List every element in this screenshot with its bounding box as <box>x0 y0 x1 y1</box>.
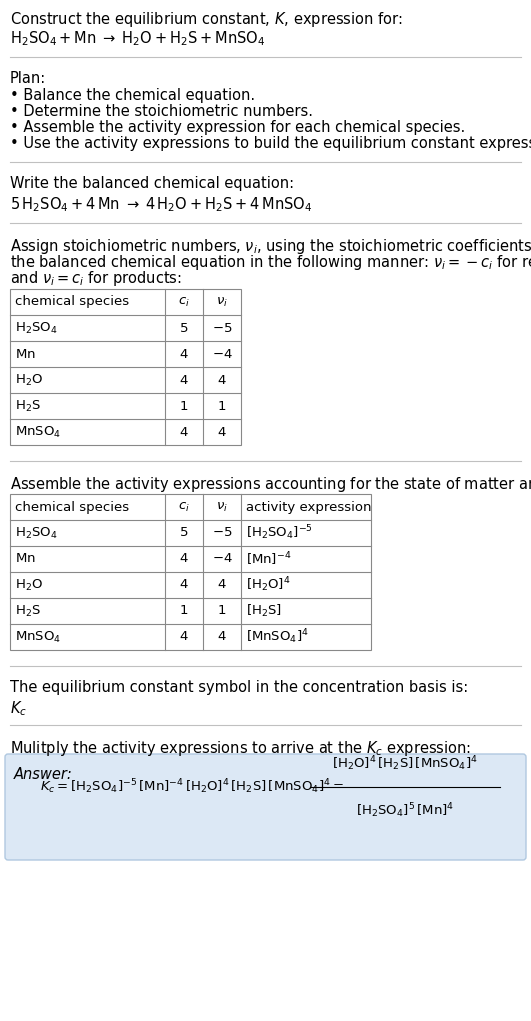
Text: $\mathrm{H_2S}$: $\mathrm{H_2S}$ <box>15 603 41 619</box>
Text: $K_c$: $K_c$ <box>10 699 27 718</box>
Text: $c_i$: $c_i$ <box>178 500 190 514</box>
Text: 4: 4 <box>218 579 226 591</box>
Text: 4: 4 <box>180 552 188 566</box>
Text: $\mathrm{H_2SO_4}$: $\mathrm{H_2SO_4}$ <box>15 526 58 540</box>
Text: $-4$: $-4$ <box>212 347 233 360</box>
Bar <box>10 494 371 650</box>
Text: $c_i$: $c_i$ <box>178 295 190 308</box>
FancyBboxPatch shape <box>5 753 526 860</box>
Text: chemical species: chemical species <box>15 295 129 308</box>
Text: Plan:: Plan: <box>10 71 46 86</box>
Text: Assemble the activity expressions accounting for the state of matter and $\nu_i$: Assemble the activity expressions accoun… <box>10 475 531 494</box>
Text: • Assemble the activity expression for each chemical species.: • Assemble the activity expression for e… <box>10 120 465 135</box>
Text: • Determine the stoichiometric numbers.: • Determine the stoichiometric numbers. <box>10 104 313 119</box>
Text: 4: 4 <box>180 426 188 438</box>
Text: 4: 4 <box>180 374 188 387</box>
Text: Assign stoichiometric numbers, $\nu_i$, using the stoichiometric coefficients, $: Assign stoichiometric numbers, $\nu_i$, … <box>10 237 531 256</box>
Text: $\nu_i$: $\nu_i$ <box>216 500 228 514</box>
Text: The equilibrium constant symbol in the concentration basis is:: The equilibrium constant symbol in the c… <box>10 680 468 695</box>
Text: • Use the activity expressions to build the equilibrium constant expression.: • Use the activity expressions to build … <box>10 136 531 151</box>
Text: $\mathrm{Mn}$: $\mathrm{Mn}$ <box>15 552 36 566</box>
Text: $5\,\mathrm{H_2SO_4} + 4\,\mathrm{Mn} \;\rightarrow\; 4\,\mathrm{H_2O} + \mathrm: $5\,\mathrm{H_2SO_4} + 4\,\mathrm{Mn} \;… <box>10 195 312 213</box>
Text: 5: 5 <box>180 322 189 335</box>
Text: Write the balanced chemical equation:: Write the balanced chemical equation: <box>10 176 294 191</box>
Text: $\mathrm{MnSO_4}$: $\mathrm{MnSO_4}$ <box>15 425 61 440</box>
Text: 1: 1 <box>218 604 226 618</box>
Text: 4: 4 <box>180 631 188 643</box>
Text: $-5$: $-5$ <box>212 527 232 539</box>
Text: $K_c = [\mathrm{H_2SO_4}]^{-5}\,[\mathrm{Mn}]^{-4}\,[\mathrm{H_2O}]^4\,[\mathrm{: $K_c = [\mathrm{H_2SO_4}]^{-5}\,[\mathrm… <box>40 778 344 796</box>
Text: Mulitply the activity expressions to arrive at the $K_c$ expression:: Mulitply the activity expressions to arr… <box>10 739 471 758</box>
Text: $[\mathrm{H_2SO_4}]^{-5}$: $[\mathrm{H_2SO_4}]^{-5}$ <box>246 524 313 542</box>
Text: $[\mathrm{H_2O}]^4\,[\mathrm{H_2S}]\,[\mathrm{MnSO_4}]^4$: $[\mathrm{H_2O}]^4\,[\mathrm{H_2S}]\,[\m… <box>332 755 478 773</box>
Text: and $\nu_i = c_i$ for products:: and $\nu_i = c_i$ for products: <box>10 269 182 288</box>
Text: 5: 5 <box>180 527 189 539</box>
Text: chemical species: chemical species <box>15 500 129 514</box>
Text: $[\mathrm{H_2O}]^4$: $[\mathrm{H_2O}]^4$ <box>246 576 290 594</box>
Text: 4: 4 <box>218 426 226 438</box>
Text: $[\mathrm{H_2S}]$: $[\mathrm{H_2S}]$ <box>246 603 282 619</box>
Text: 1: 1 <box>218 399 226 412</box>
Bar <box>10 289 241 445</box>
Text: • Balance the chemical equation.: • Balance the chemical equation. <box>10 88 255 103</box>
Text: 4: 4 <box>180 347 188 360</box>
Text: 4: 4 <box>218 631 226 643</box>
Text: $[\mathrm{Mn}]^{-4}$: $[\mathrm{Mn}]^{-4}$ <box>246 550 292 568</box>
Text: $\mathrm{H_2O}$: $\mathrm{H_2O}$ <box>15 373 43 388</box>
Text: $-4$: $-4$ <box>212 552 233 566</box>
Text: $\nu_i$: $\nu_i$ <box>216 295 228 308</box>
Text: the balanced chemical equation in the following manner: $\nu_i = -c_i$ for react: the balanced chemical equation in the fo… <box>10 253 531 272</box>
Text: 4: 4 <box>218 374 226 387</box>
Text: 1: 1 <box>180 399 189 412</box>
Text: Construct the equilibrium constant, $K$, expression for:: Construct the equilibrium constant, $K$,… <box>10 10 402 29</box>
Text: $[\mathrm{MnSO_4}]^4$: $[\mathrm{MnSO_4}]^4$ <box>246 628 309 646</box>
Text: 4: 4 <box>180 579 188 591</box>
Text: 1: 1 <box>180 604 189 618</box>
Text: $\mathrm{MnSO_4}$: $\mathrm{MnSO_4}$ <box>15 630 61 644</box>
Text: Answer:: Answer: <box>14 767 73 782</box>
Text: $\mathrm{H_2S}$: $\mathrm{H_2S}$ <box>15 398 41 414</box>
Text: $-5$: $-5$ <box>212 322 232 335</box>
Text: $\mathrm{Mn}$: $\mathrm{Mn}$ <box>15 347 36 360</box>
Text: $\mathrm{H_2SO_4} + \mathrm{Mn} \;\rightarrow\; \mathrm{H_2O} + \mathrm{H_2S} + : $\mathrm{H_2SO_4} + \mathrm{Mn} \;\right… <box>10 29 266 48</box>
Text: $[\mathrm{H_2SO_4}]^5\,[\mathrm{Mn}]^4$: $[\mathrm{H_2SO_4}]^5\,[\mathrm{Mn}]^4$ <box>356 801 454 820</box>
Text: activity expression: activity expression <box>246 500 372 514</box>
Text: $\mathrm{H_2O}$: $\mathrm{H_2O}$ <box>15 578 43 592</box>
Text: $\mathrm{H_2SO_4}$: $\mathrm{H_2SO_4}$ <box>15 321 58 336</box>
